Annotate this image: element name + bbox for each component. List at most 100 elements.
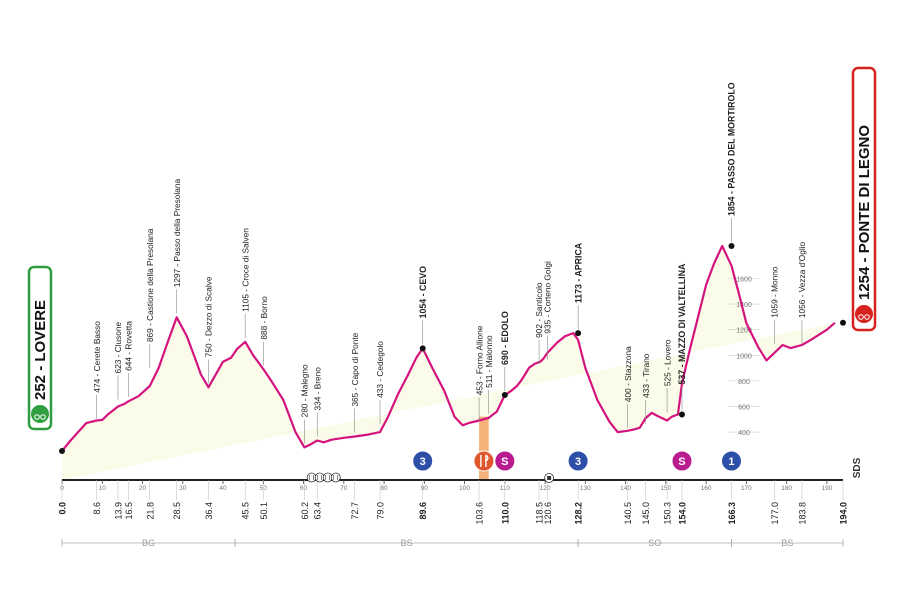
sprint-badge [671, 450, 693, 472]
waypoint-label: 623 - Clusone [113, 321, 123, 373]
x-tick-label: 10 [99, 485, 107, 492]
finish-frame [851, 66, 877, 332]
waypoint-label: 474 - Cerete Basso [92, 321, 102, 393]
km-label: 154.0 [677, 502, 687, 525]
km-label: 110.0 [500, 502, 510, 524]
km-label: 128.2 [574, 502, 584, 525]
waypoint-label: 537 - MAZZO DI VALTELLINA [677, 263, 687, 385]
mountain-climb-badge [412, 450, 434, 472]
km-label: 36.4 [204, 502, 214, 520]
x-tick-label: 30 [179, 485, 187, 492]
km-label: 60.2 [300, 502, 310, 520]
waypoint-label: 888 - Borno [259, 296, 269, 340]
km-label: 45.5 [241, 502, 251, 520]
waypoint-label: 935 - Corteno Golgi [543, 261, 553, 334]
waypoint-label: 902 - Santicolo [534, 282, 544, 338]
km-label: 183.8 [797, 502, 807, 525]
waypoint-label: 453 - Forno Allione [474, 325, 484, 395]
tunnel-icon [306, 472, 317, 483]
feed-zone-band [479, 416, 489, 480]
waypoint-label: 1854 - PASSO DEL MORTIROLO [727, 82, 737, 216]
km-label: 89.6 [418, 502, 428, 520]
km-label: 8.6 [92, 502, 102, 515]
x-tick-label: 70 [340, 485, 348, 492]
mountain-climb-badge [567, 450, 589, 472]
badge-label: 3 [420, 456, 426, 468]
altitude-tick-label: 400 [738, 430, 750, 437]
waypoint-dot [501, 391, 508, 398]
section-label: BG [142, 538, 155, 548]
km-label: 120.6 [543, 502, 553, 525]
altitude-tick-label: 1400 [736, 302, 752, 309]
waypoint-label: 400 - Stazzona [623, 346, 633, 402]
x-tick-label: 20 [139, 485, 147, 492]
tunnel-icon [322, 472, 333, 483]
altitude-tick-label: 1600 [736, 277, 752, 284]
x-tick-label: 100 [459, 485, 470, 492]
x-tick-label: 180 [781, 485, 792, 492]
waypoint-label: 334 - Breno [312, 367, 322, 411]
km-label: 79.0 [376, 502, 386, 520]
waypoint-label: 433 - Tirano [641, 353, 651, 398]
start-frame [27, 265, 53, 431]
waypoint-label: 1054 - CEVO [418, 266, 428, 318]
waypoint-label: 1056 - Vezza d'Oglio [797, 241, 807, 318]
km-label: 118.5 [535, 502, 545, 524]
x-tick-label: 80 [380, 485, 388, 492]
km-label: 150.3 [663, 502, 673, 525]
finish-label: 1254 - PONTE DI LEGNO [856, 125, 873, 300]
bike-wheel [40, 414, 46, 420]
waypoint-label: 869 - Castione della Presolana [145, 228, 155, 342]
section-label: SO [648, 538, 661, 548]
section-label: BS [401, 538, 413, 548]
waypoint-label: 511 - Malonno [484, 335, 494, 388]
waypoint-label: 433 - Cedegolo [375, 341, 385, 398]
waypoint-label: 365 - Capo di Ponte [350, 332, 360, 406]
km-label: 145.0 [641, 502, 651, 525]
km-label: 21.8 [145, 502, 155, 520]
x-tick-label: 170 [741, 485, 752, 492]
km-label: 50.1 [259, 502, 269, 520]
waypoint-dot [419, 345, 426, 352]
x-tick-label: 130 [580, 485, 591, 492]
km-label: 63.4 [313, 502, 323, 520]
start-dot [59, 448, 65, 454]
km-label: 13.9 [113, 502, 123, 520]
x-tick-label: 140 [620, 485, 631, 492]
x-tick-label: 90 [421, 485, 429, 492]
waypoint-dot [575, 330, 582, 337]
waypoint-dot [678, 411, 685, 418]
tunnel-icon [314, 472, 325, 483]
waypoint-label: 644 - Rovetta [124, 321, 134, 371]
bike-wheel [34, 414, 40, 420]
waypoint-label: 280 - Malegno [300, 364, 310, 417]
bicycle-icon [31, 405, 49, 423]
waypoint-label: 1297 - Passo della Presolana [172, 179, 182, 288]
x-tick-label: 190 [821, 485, 832, 492]
bike-wheel [858, 314, 864, 320]
finish-dot [840, 319, 846, 326]
waypoint-label: 690 - EDOLO [500, 311, 510, 365]
feed-zone-badge [473, 450, 495, 472]
railway-mark [547, 476, 552, 480]
km-label: 72.7 [350, 502, 360, 520]
x-tick-label: 40 [219, 485, 227, 492]
km-label: 28.5 [172, 502, 182, 520]
altitude-tick-label: 800 [738, 379, 750, 386]
bike-wheel [864, 314, 870, 320]
waypoint-label: 1105 - Croce di Salven [240, 228, 250, 312]
waypoint-dot [728, 243, 735, 249]
km-label: 0.0 [58, 502, 68, 515]
corner-code: SDS [852, 457, 863, 478]
altitude-tick-label: 600 [738, 404, 750, 411]
waypoint-label: 1173 - APRICA [573, 242, 583, 303]
x-tick-label: 120 [540, 485, 551, 492]
tunnel-icon [330, 472, 341, 483]
badge-label: S [501, 456, 508, 468]
km-label: 140.5 [623, 502, 633, 525]
mountain-climb-badge [720, 450, 742, 472]
waypoint-label: 1059 - Monno [770, 266, 780, 318]
waypoint-label: 750 - Dezzo di Scalve [204, 276, 214, 357]
